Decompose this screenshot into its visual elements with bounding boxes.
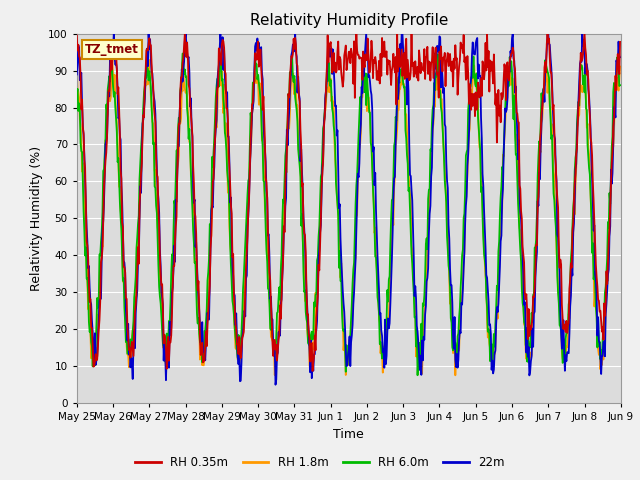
Text: TZ_tmet: TZ_tmet [85, 43, 139, 56]
Y-axis label: Relativity Humidity (%): Relativity Humidity (%) [29, 146, 43, 291]
X-axis label: Time: Time [333, 428, 364, 441]
Legend: RH 0.35m, RH 1.8m, RH 6.0m, 22m: RH 0.35m, RH 1.8m, RH 6.0m, 22m [130, 452, 510, 474]
Title: Relativity Humidity Profile: Relativity Humidity Profile [250, 13, 448, 28]
